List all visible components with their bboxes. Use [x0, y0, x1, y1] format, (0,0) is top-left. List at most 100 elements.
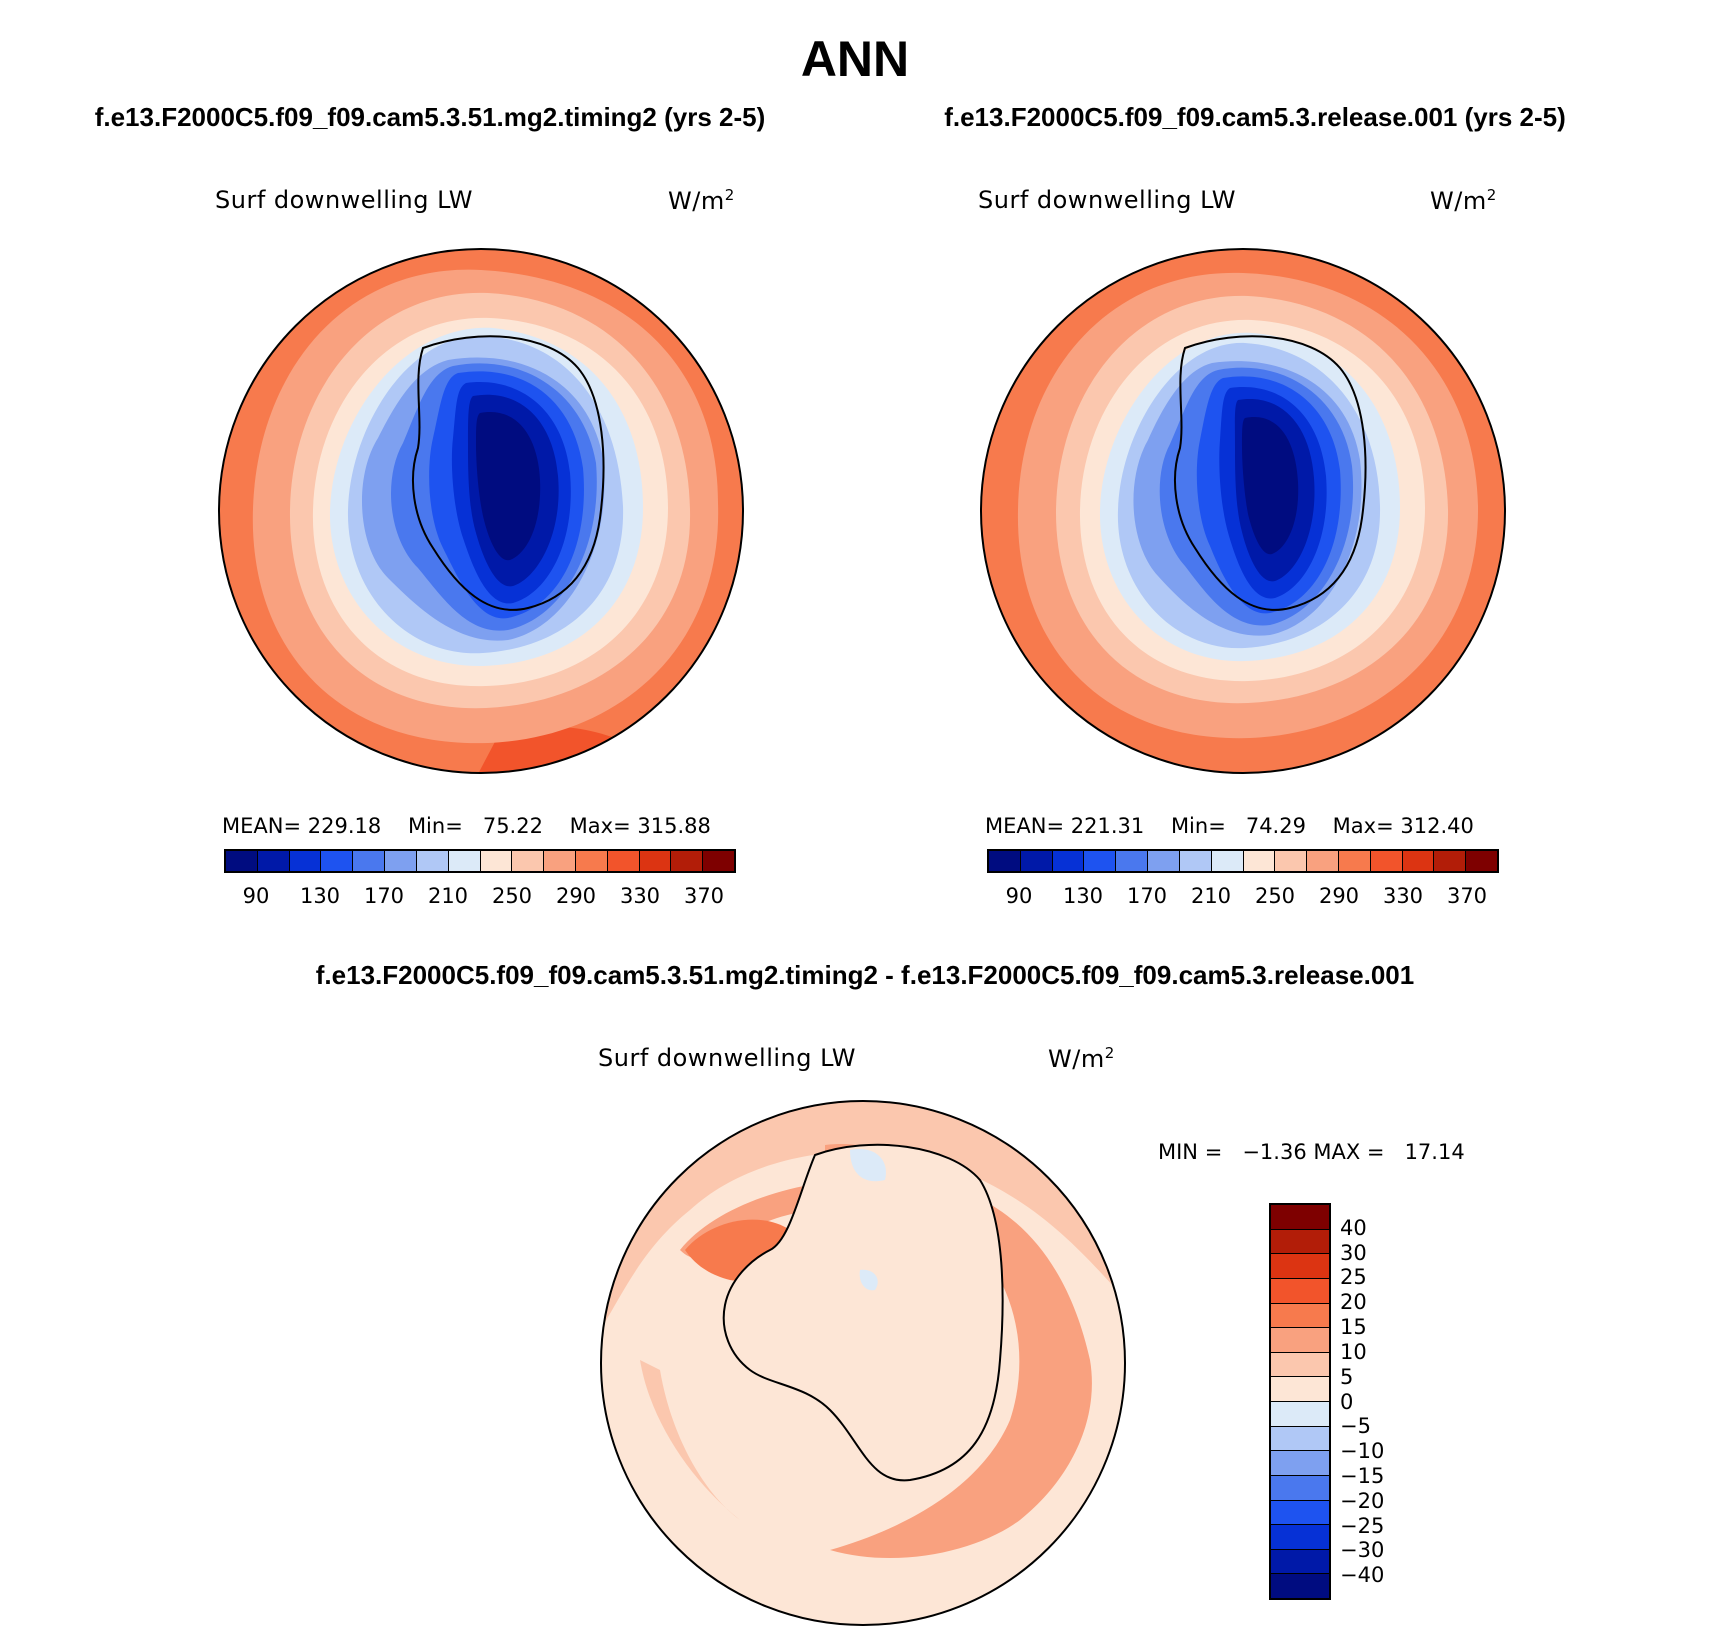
colorbar-tick-label: −5 [1340, 1414, 1371, 1439]
colorbar-segment [1271, 1525, 1329, 1550]
colorbar-segment [1243, 851, 1276, 871]
polar-map-right [980, 248, 1506, 774]
colorbar-segment [639, 851, 672, 871]
stats-left: MEAN= 229.18 Min= 75.22 Max= 315.88 [222, 814, 711, 838]
units-label-diff: W/m2 [1048, 1044, 1115, 1073]
colorbar-segment [1148, 851, 1180, 871]
colorbar-segment [1271, 1278, 1329, 1304]
colorbar-segment [512, 851, 545, 871]
colorbar-tick-label: 170 [1126, 884, 1168, 908]
colorbar-segment [1271, 1303, 1329, 1329]
colorbar-tick-label: 330 [1382, 884, 1424, 908]
colorbar-segment [448, 851, 481, 871]
stats-diff: MIN = −1.36 MAX = 17.14 [1158, 1140, 1465, 1164]
colorbar-segment [416, 851, 449, 871]
colorbar-segment [1271, 1377, 1329, 1402]
main-title: ANN [800, 31, 910, 87]
colorbar-right [987, 849, 1499, 873]
colorbar-segment [607, 851, 640, 871]
colorbar-tick-label: 25 [1340, 1265, 1367, 1290]
colorbar-tick-label: 0 [1340, 1389, 1354, 1414]
colorbar-segment [1052, 851, 1085, 871]
colorbar-segment [1271, 1205, 1329, 1230]
colorbar-segment [1271, 1475, 1329, 1501]
colorbar-segment [1084, 851, 1117, 871]
colorbar-segment [1275, 851, 1308, 871]
case-title-left: f.e13.F2000C5.f09_f09.cam5.3.51.mg2.timi… [94, 102, 766, 132]
colorbar-tick-label: 90 [1005, 884, 1033, 908]
colorbar-left [224, 849, 736, 873]
colorbar-segment [544, 851, 576, 871]
colorbar-tick-label: −40 [1340, 1563, 1385, 1588]
colorbar-segment [1211, 851, 1244, 871]
variable-label-left: Surf downwelling LW [215, 186, 474, 214]
colorbar-tick-label: 210 [427, 884, 469, 908]
units-label-right: W/m2 [1430, 186, 1497, 215]
colorbar-diff [1269, 1203, 1331, 1600]
colorbar-tick-label: 370 [683, 884, 725, 908]
colorbar-ticks-diff: 40 30 25 20 15 10 5 0 −5 −10 −15 −20 −25 −30 −40 [1340, 1203, 1420, 1600]
colorbar-segment [321, 851, 354, 871]
colorbar-segment [1271, 1254, 1329, 1279]
colorbar-tick-label: 250 [1254, 884, 1296, 908]
colorbar-segment [1271, 1574, 1329, 1598]
colorbar-tick-label: 90 [242, 884, 270, 908]
colorbar-segment [1402, 851, 1435, 871]
units-label-left: W/m2 [668, 186, 735, 215]
colorbar-segment [289, 851, 322, 871]
colorbar-tick-label: −15 [1340, 1463, 1385, 1488]
colorbar-ticks-right: 90 130 170 210 250 290 330 370 [987, 884, 1499, 912]
colorbar-segment [353, 851, 386, 871]
colorbar-segment [1370, 851, 1403, 871]
colorbar-tick-label: 5 [1340, 1364, 1354, 1389]
colorbar-tick-label: 130 [299, 884, 341, 908]
colorbar-tick-label: 170 [363, 884, 405, 908]
colorbar-tick-label: 250 [491, 884, 533, 908]
colorbar-tick-label: −20 [1340, 1488, 1385, 1513]
diff-case-title: f.e13.F2000C5.f09_f09.cam5.3.51.mg2.timi… [315, 960, 1415, 990]
colorbar-segment [1271, 1229, 1329, 1255]
colorbar-segment [703, 851, 734, 871]
colorbar-segment [1271, 1451, 1329, 1476]
polar-map-left [218, 248, 744, 774]
colorbar-tick-label: 20 [1340, 1290, 1367, 1315]
colorbar-tick-label: 40 [1340, 1215, 1367, 1240]
stats-right: MEAN= 221.31 Min= 74.29 Max= 312.40 [985, 814, 1474, 838]
colorbar-segment [1271, 1328, 1329, 1353]
colorbar-segment [1466, 851, 1497, 871]
variable-label-right: Surf downwelling LW [978, 186, 1237, 214]
colorbar-segment [671, 851, 704, 871]
colorbar-tick-label: 290 [1318, 884, 1360, 908]
colorbar-segment [1020, 851, 1053, 871]
colorbar-tick-label: −25 [1340, 1513, 1385, 1538]
colorbar-segment [575, 851, 608, 871]
colorbar-tick-label: 370 [1446, 884, 1488, 908]
colorbar-segment [1307, 851, 1339, 871]
colorbar-segment [1271, 1352, 1329, 1378]
colorbar-tick-label: 10 [1340, 1339, 1367, 1364]
colorbar-tick-label: −10 [1340, 1439, 1385, 1464]
colorbar-segment [1271, 1549, 1329, 1575]
colorbar-segment [385, 851, 417, 871]
colorbar-segment [1434, 851, 1467, 871]
colorbar-tick-label: 15 [1340, 1315, 1367, 1340]
colorbar-segment [257, 851, 290, 871]
variable-label-diff: Surf downwelling LW [598, 1044, 857, 1072]
polar-map-diff [600, 1100, 1126, 1626]
colorbar-segment [1116, 851, 1149, 871]
colorbar-tick-label: 210 [1190, 884, 1232, 908]
colorbar-segment [1271, 1402, 1329, 1427]
colorbar-segment [1271, 1500, 1329, 1526]
colorbar-tick-label: 130 [1062, 884, 1104, 908]
case-title-right: f.e13.F2000C5.f09_f09.cam5.3.release.001… [944, 102, 1566, 132]
colorbar-segment [989, 851, 1021, 871]
colorbar-ticks-left: 90 130 170 210 250 290 330 370 [224, 884, 736, 912]
colorbar-segment [226, 851, 258, 871]
colorbar-segment [1338, 851, 1371, 871]
colorbar-segment [1271, 1426, 1329, 1452]
colorbar-tick-label: 290 [555, 884, 597, 908]
colorbar-tick-label: 330 [619, 884, 661, 908]
colorbar-tick-label: 30 [1340, 1240, 1367, 1265]
colorbar-segment [1179, 851, 1212, 871]
colorbar-segment [480, 851, 513, 871]
